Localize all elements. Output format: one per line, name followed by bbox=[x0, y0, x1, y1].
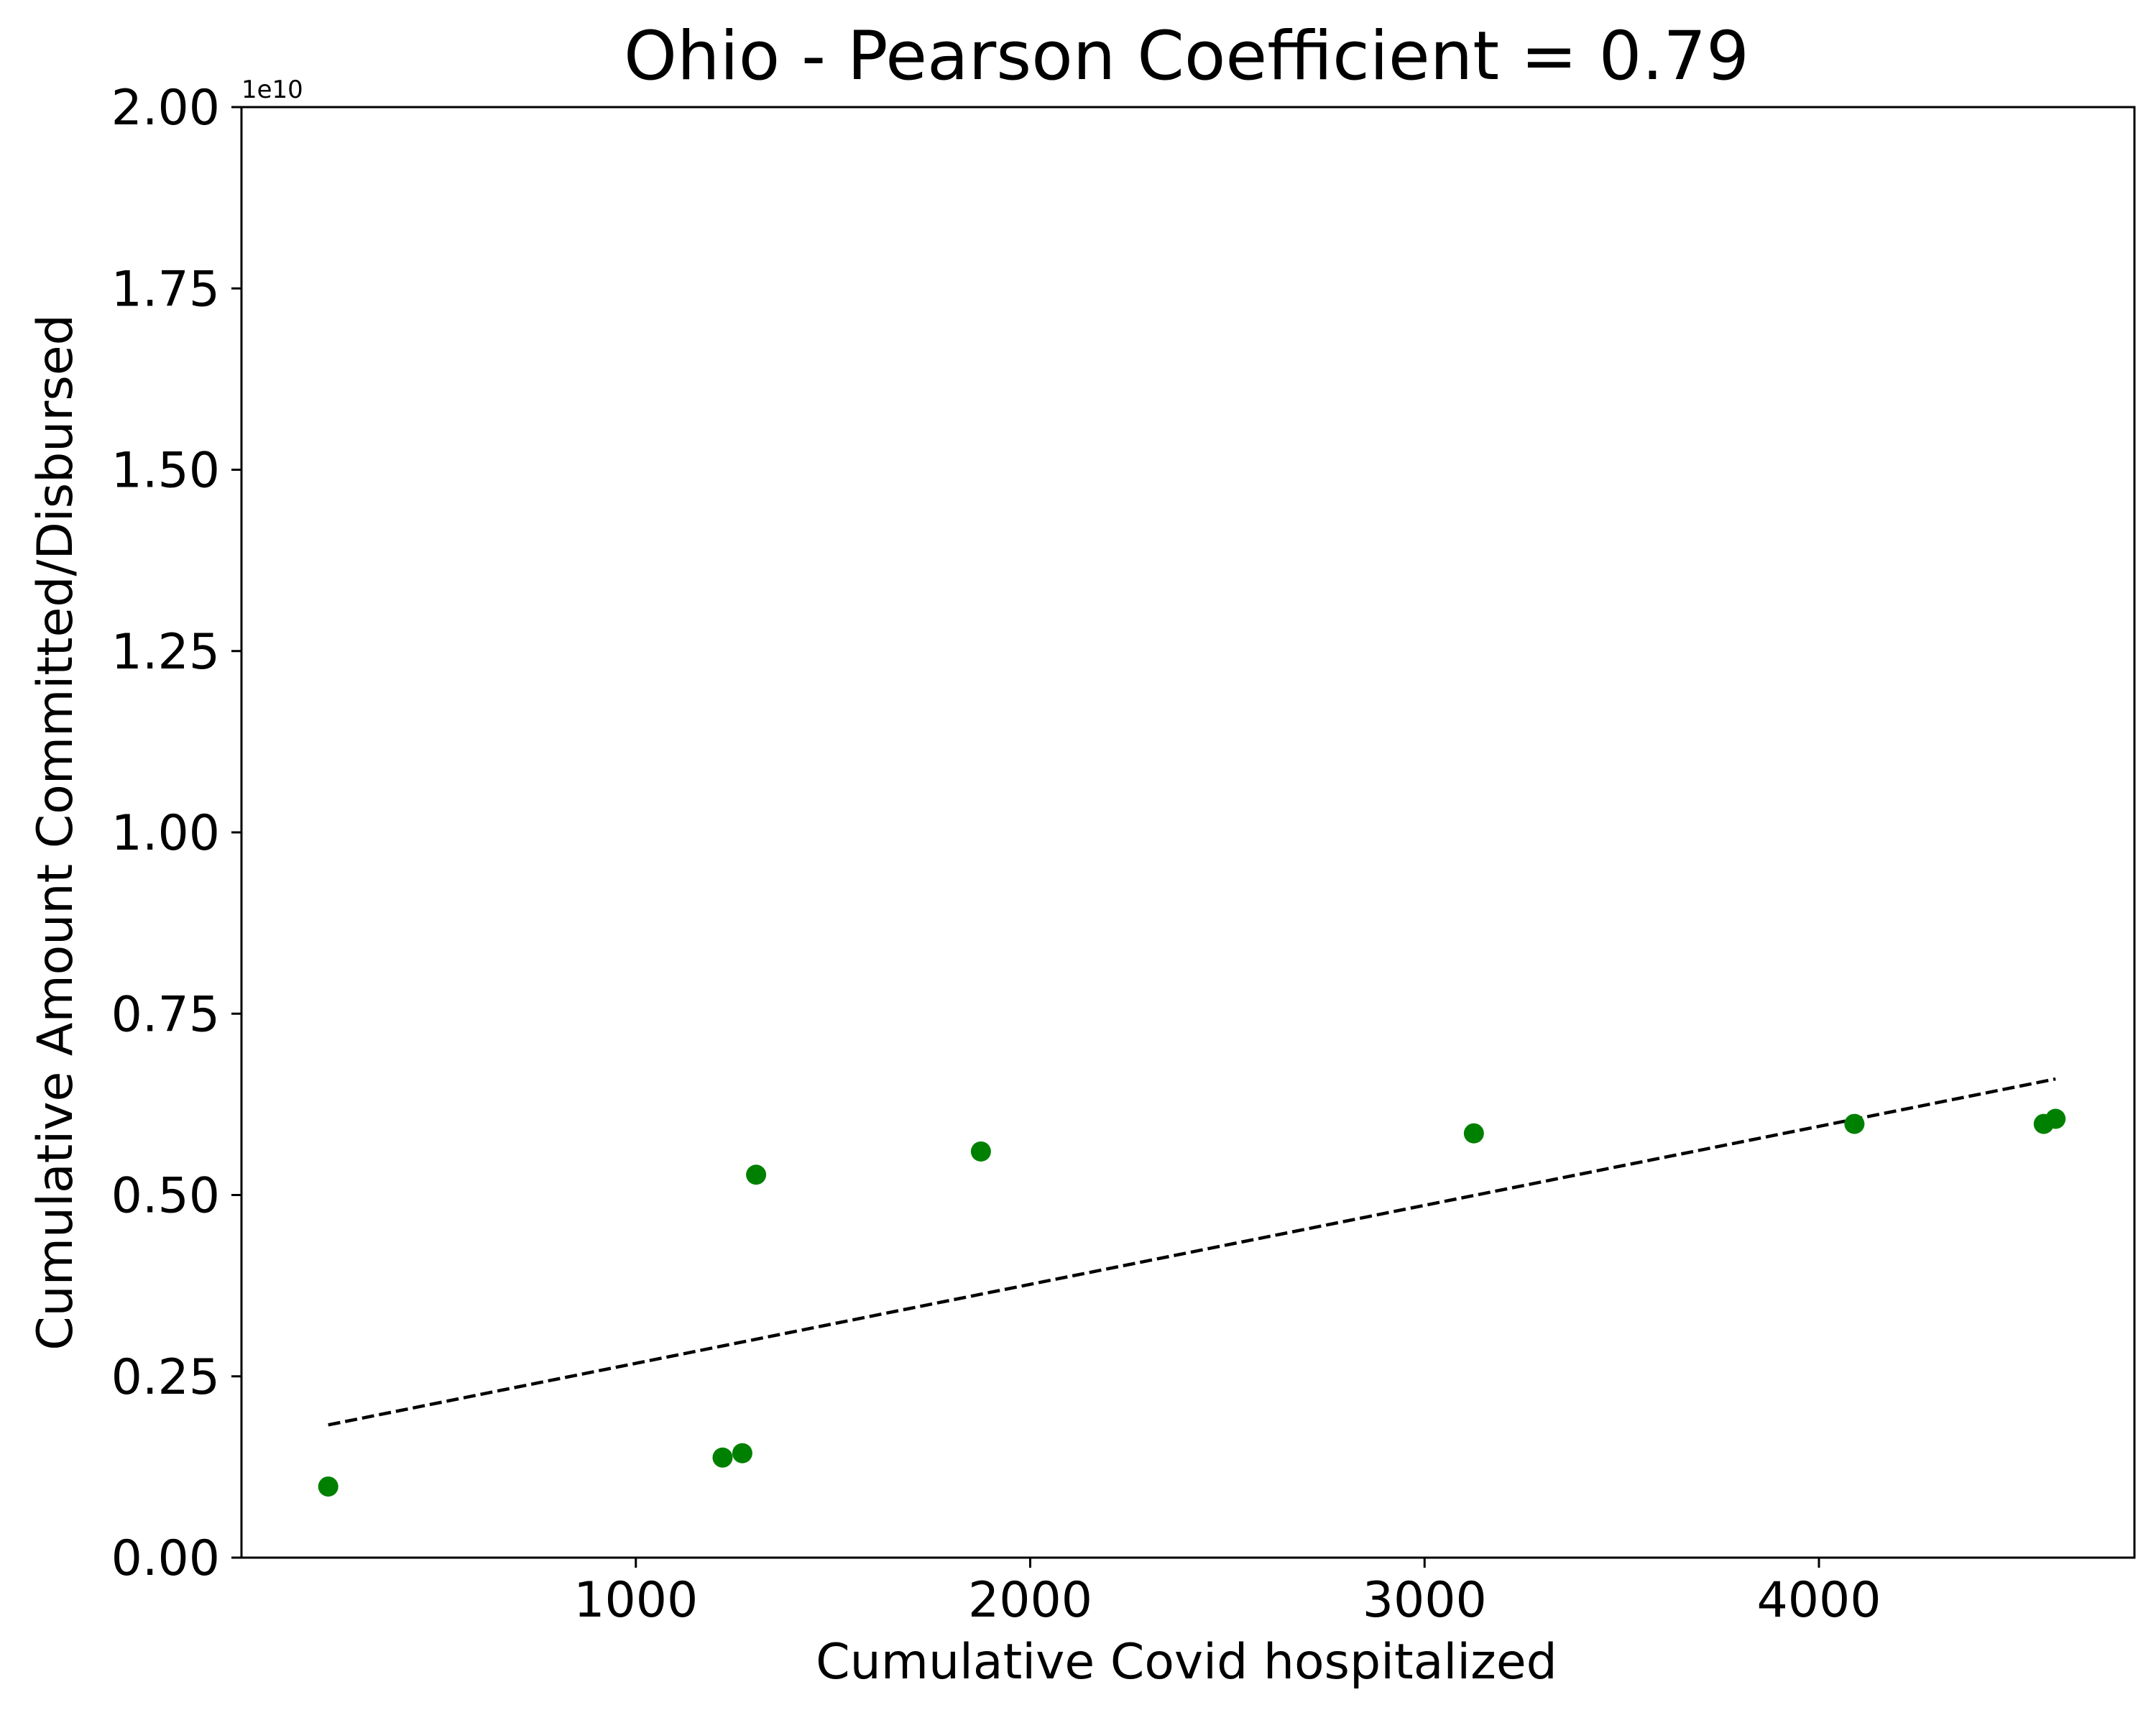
data-point bbox=[2045, 1108, 2066, 1129]
x-tick-label: 4000 bbox=[1756, 1572, 1881, 1629]
trendline-layer bbox=[328, 1077, 2056, 1427]
data-point bbox=[732, 1443, 752, 1463]
data-point bbox=[712, 1447, 733, 1468]
y-tick-label: 2.00 bbox=[111, 80, 220, 137]
x-tick-label: 3000 bbox=[1363, 1572, 1487, 1629]
chart-title: Ohio - Pearson Coefficient = 0.79 bbox=[624, 17, 1749, 96]
plot-frame bbox=[240, 106, 2136, 1559]
y-tick-label: 1.00 bbox=[111, 805, 220, 862]
y-tick-label: 0.75 bbox=[111, 986, 220, 1043]
y-tick-label: 0.00 bbox=[111, 1530, 220, 1587]
y-tick-label: 1.75 bbox=[111, 261, 220, 318]
data-point bbox=[970, 1141, 991, 1162]
axes: 1000 2000 3000 4000 0.00 0.25 0.50 0.75 1.00 1.25… bbox=[111, 80, 1881, 1629]
y-axis-label: Cumulative Amount Committed/Disbursed bbox=[27, 314, 84, 1351]
trendline bbox=[328, 1077, 2056, 1427]
x-axis-label: Cumulative Covid hospitalized bbox=[816, 1634, 1557, 1691]
data-point bbox=[1463, 1123, 1484, 1144]
points-layer bbox=[318, 1108, 2066, 1497]
data-point bbox=[746, 1164, 767, 1185]
x-tick-label: 2000 bbox=[968, 1572, 1092, 1629]
y-tick-label: 0.50 bbox=[111, 1168, 220, 1225]
data-point bbox=[1844, 1113, 1865, 1134]
y-tick-label: 1.50 bbox=[111, 443, 220, 500]
y-offset-label: 1e10 bbox=[241, 75, 303, 104]
y-tick-label: 0.25 bbox=[111, 1349, 220, 1406]
x-tick-label: 1000 bbox=[573, 1572, 698, 1629]
y-tick-label: 1.25 bbox=[111, 624, 220, 681]
data-point bbox=[318, 1476, 338, 1497]
